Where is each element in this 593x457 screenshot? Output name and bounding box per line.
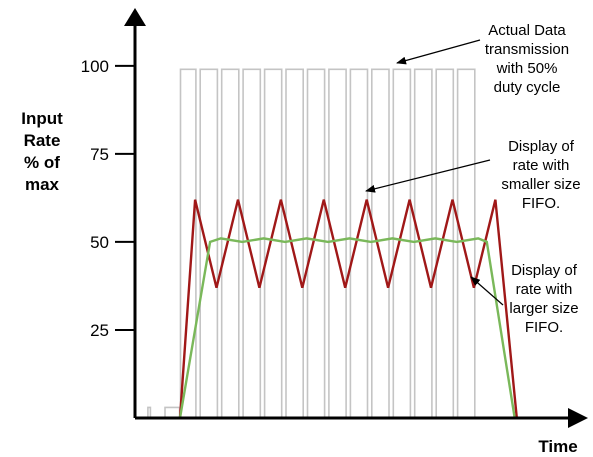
y-tick-label-50: 50 — [90, 233, 109, 252]
y-axis-title-line-3: % of — [24, 153, 60, 172]
annotation-3-line-4: FIFO. — [525, 319, 563, 336]
annotation-1-line-4: duty cycle — [494, 79, 561, 96]
annotation-2-line-3: smaller size — [501, 176, 580, 193]
y-axis-arrow-icon — [124, 8, 146, 26]
series-2-line — [178, 199, 518, 419]
annotation-3-line-3: larger size — [509, 300, 578, 317]
annotation-2-line-2: rate with — [513, 157, 570, 174]
y-tick-label-100: 100 — [81, 57, 109, 76]
y-tick-label-75: 75 — [90, 145, 109, 164]
x-axis-arrow-icon — [568, 408, 588, 428]
series-layer — [135, 68, 547, 419]
annotation-3-line-1: Display of — [511, 262, 578, 279]
annotation-2-arrow — [365, 159, 491, 193]
annotation-2-line-1: Display of — [508, 138, 575, 155]
y-axis-title-line-1: Input — [21, 109, 63, 128]
y-tick-label-25: 25 — [90, 321, 109, 340]
annotation-1-line-2: transmission — [485, 41, 569, 58]
annotation-1-line-1: Actual Data — [488, 22, 566, 39]
series-3-line — [178, 237, 516, 419]
y-ticks: 25 50 75 100 — [81, 57, 135, 340]
x-axis-title: Time — [538, 437, 577, 456]
annotation-1-arrow — [396, 39, 481, 65]
annotation-2-line-4: FIFO. — [522, 195, 560, 212]
annotation-1-line-3: with 50% — [496, 60, 558, 77]
y-axis-title-line-4: max — [25, 175, 60, 194]
annotation-3-arrow — [470, 276, 504, 306]
annotation-3-line-2: rate with — [516, 281, 573, 298]
y-axis-title-line-2: Rate — [24, 131, 61, 150]
